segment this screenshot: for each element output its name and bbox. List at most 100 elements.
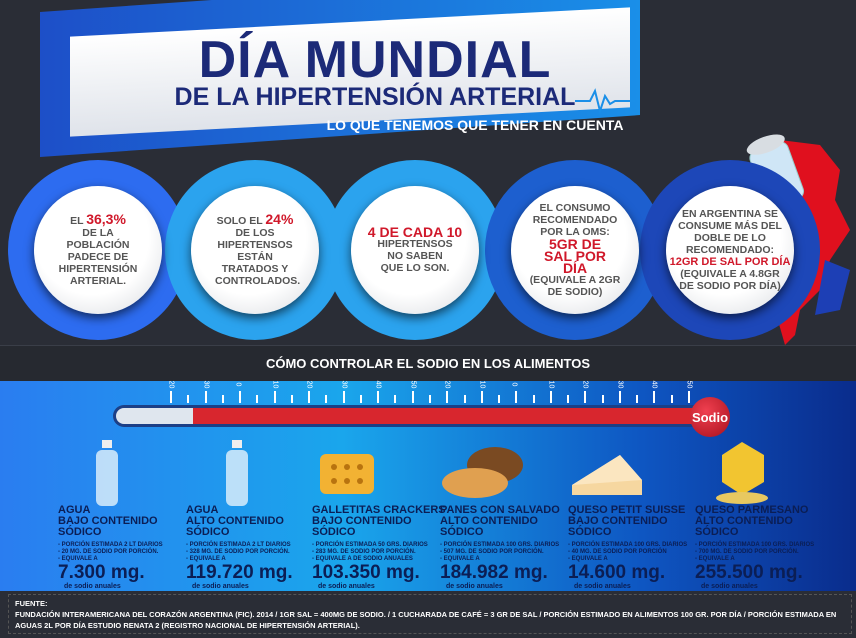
fact-text: (EQUIVALE A 4.8GR DE SODIO POR DÍA) — [679, 268, 781, 292]
food-sodium-level: ALTO CONTENIDO SÓDICO — [440, 515, 538, 538]
heartbeat-icon — [575, 88, 635, 115]
food-annual-sodium: 103.350 mg. — [312, 562, 420, 583]
food-annual-sodium: 14.600 mg. — [568, 562, 666, 583]
scale-minor-tick — [290, 395, 293, 403]
fact-highlight: 36,3% — [86, 211, 126, 227]
food-annual-sodium: 184.982 mg. — [440, 562, 548, 583]
fact-text: SOLO EL — [216, 215, 266, 227]
food-unit: de sodio anuales — [701, 583, 758, 590]
fact-text: DE LOS HIPERTENSOS ESTÁN TRATADOS Y CONT… — [215, 227, 301, 287]
scale-tick: 10 — [547, 381, 554, 403]
scale-tick-label: 40 — [374, 380, 382, 389]
scale-tick-label: 10 — [547, 380, 555, 389]
scale-minor-tick — [670, 395, 673, 403]
food-detail: - EQUIVALE A — [568, 556, 608, 562]
source-label: FUENTE: — [15, 599, 48, 608]
scale-minor-tick — [601, 395, 604, 403]
scale-minor-tick — [394, 395, 397, 403]
fact-text: DE LA POBLACIÓN PADECE DE HIPERTENSIÓN A… — [58, 227, 138, 287]
fact-highlight: 4 DE CADA 10 — [367, 224, 463, 240]
fact-circle-hypertension-prevalence: EL 36,3% DE LA POBLACIÓN PADECE DE HIPERT… — [34, 186, 162, 314]
section-band — [0, 345, 856, 381]
food-detail: - PORCIÓN ESTIMADA 50 GRS. DIARIOS — [312, 542, 428, 548]
scale-minor-tick — [221, 395, 224, 403]
scale-tick: 40 — [375, 381, 382, 403]
food-detail: - PORCIÓN ESTIMADA 100 GRS. DIARIOS — [568, 542, 688, 548]
scale-minor-tick — [567, 395, 570, 403]
fact-text: EN ARGENTINA SE CONSUME MÁS DEL DOBLE DE… — [678, 208, 782, 256]
scale-tick-label: 30 — [616, 380, 624, 389]
food-annual-sodium: 7.300 mg. — [58, 562, 145, 583]
scale-tick-label: 20 — [581, 380, 589, 389]
scale-minor-tick — [325, 395, 328, 403]
fact-circle-unaware: 4 DE CADA 10 HIPERTENSOS NO SABEN QUE LO … — [351, 186, 479, 314]
page-subtitle: DE LA HIPERTENSIÓN ARTERIAL — [174, 83, 576, 111]
scale-tick-label: 10 — [478, 380, 486, 389]
food-sodium-level: BAJO CONTENIDO SÓDICO — [568, 515, 668, 538]
scale-minor-tick — [498, 395, 501, 403]
food-detail: - 700 MG. DE SODIO POR PORCIÓN. — [695, 549, 799, 555]
bread-icon — [442, 447, 523, 498]
fact-circle-argentina-consumption: EN ARGENTINA SE CONSUME MÁS DEL DOBLE DE… — [666, 186, 794, 314]
food-unit: de sodio anuales — [574, 583, 631, 590]
food-item-water-low: AGUA BAJO CONTENIDO SÓDICO - PORCIÓN ESTIM… — [58, 505, 198, 591]
food-item-water-high: AGUA ALTO CONTENIDO SÓDICO - PORCIÓN ESTIM… — [186, 505, 326, 591]
scale-tick: 30 — [340, 381, 347, 403]
scale-tick: 20 — [306, 381, 313, 403]
water-bottle-icon — [226, 440, 248, 506]
scale-tick-label: 40 — [650, 380, 658, 389]
scale-tick: 40 — [651, 381, 658, 403]
fact-text: (EQUIVALE A 2GR DE SODIO) — [529, 274, 621, 298]
scale-minor-tick — [359, 395, 362, 403]
food-detail: - EQUIVALE A — [695, 556, 735, 562]
page-title: DÍA MUNDIAL — [198, 31, 552, 89]
scale-tick-label: 50 — [409, 380, 417, 389]
scale-minor-tick — [636, 395, 639, 403]
parmesan-icon — [716, 442, 768, 504]
food-name: QUESO PETIT SUISSE — [568, 504, 686, 516]
scale-tick-label: 20 — [305, 380, 313, 389]
food-detail: - PORCIÓN ESTIMADA 2 LT DIARIOS — [58, 542, 163, 548]
fact-text: EL CONSUMO RECOMENDADO POR LA OMS: — [532, 202, 618, 238]
fact-text: HIPERTENSOS NO SABEN QUE LO SON. — [377, 238, 453, 274]
food-annual-sodium: 119.720 mg. — [186, 562, 293, 583]
scale-tick-label: 50 — [685, 380, 693, 389]
scale-minor-tick — [187, 395, 190, 403]
fact-circle-who-recommendation: EL CONSUMO RECOMENDADO POR LA OMS: 5GR DE… — [511, 186, 639, 314]
fact-circle-treated: SOLO EL 24% DE LOS HIPERTENSOS ESTÁN TRAT… — [191, 186, 319, 314]
food-sodium-level: ALTO CONTENIDO SÓDICO — [186, 515, 284, 538]
scale-tick-label: 30 — [340, 380, 348, 389]
food-unit: de sodio anuales — [318, 583, 375, 590]
water-bottle-icon — [96, 440, 118, 506]
food-sodium-level: BAJO CONTENIDO SÓDICO — [312, 515, 412, 538]
food-detail: - EQUIVALE A DE SODIO ANUALES — [312, 556, 413, 562]
scale-tick: 20 — [167, 381, 174, 403]
food-detail: - PORCIÓN ESTIMADA 100 GRS. DIARIOS — [440, 542, 560, 548]
tagline: LO QUE TENEMOS QUE TENER EN CUENTA — [326, 117, 624, 133]
cheese-wedge-icon — [572, 455, 642, 495]
food-detail: - EQUIVALE A — [58, 556, 98, 562]
scale-minor-tick — [532, 395, 535, 403]
food-unit: de sodio anuales — [192, 583, 249, 590]
scale-minor-tick — [463, 395, 466, 403]
fact-highlight: 12GR DE SAL POR DÍA — [669, 256, 791, 268]
food-name: GALLETITAS CRACKERS — [312, 504, 446, 516]
scale-tick: 30 — [616, 381, 623, 403]
food-name: QUESO PARMESANO — [695, 504, 809, 516]
food-item-petit-suisse: QUESO PETIT SUISSE BAJO CONTENIDO SÓDICO -… — [568, 504, 708, 591]
sodium-thermometer — [113, 405, 713, 427]
food-sodium-level: ALTO CONTENIDO SÓDICO — [695, 515, 793, 538]
food-detail: - PORCIÓN ESTIMADA 2 LT DIARIOS — [186, 542, 291, 548]
fact-text: EL — [70, 215, 87, 227]
food-name: PANES CON SALVADO — [440, 504, 560, 516]
source-footer: FUENTE: FUNDACIÓN INTERAMERICANA DEL CORA… — [8, 594, 852, 634]
source-text: FUNDACIÓN INTERAMERICANA DEL CORAZÓN ARG… — [15, 610, 837, 630]
food-detail: - PORCIÓN ESTIMADA 100 GRS. DIARIOS — [695, 542, 815, 548]
food-unit: de sodio anuales — [64, 583, 121, 590]
food-annual-sodium: 255.500 mg. — [695, 562, 803, 583]
thermometer-fill — [116, 408, 710, 424]
food-detail: - 328 MG. DE SODIO POR PORCIÓN. — [186, 549, 290, 555]
food-detail: - 507 MG. DE SODIO POR PORCIÓN. — [440, 549, 544, 555]
scale-tick: 0 — [235, 383, 242, 403]
scale-tick: 10 — [271, 381, 278, 403]
